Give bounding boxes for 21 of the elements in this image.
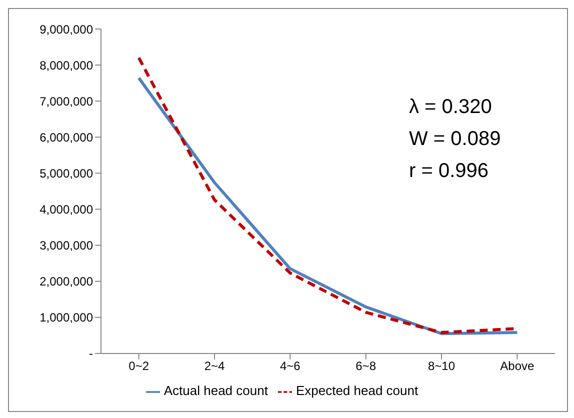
x-tick-label: 4~6 [280, 358, 301, 373]
x-tick-label: Above [500, 358, 535, 373]
y-tick-label: 3,000,000 [40, 238, 94, 253]
y-tick-label: 4,000,000 [40, 202, 94, 217]
annotation: W = 0.089 [409, 127, 501, 152]
y-tick-label: 7,000,000 [40, 94, 94, 108]
annotation: r = 0.996 [409, 159, 490, 184]
x-tick-label: 2~4 [204, 358, 225, 373]
y-tick-label: 2,000,000 [40, 274, 94, 289]
x-tick-label: 8~10 [428, 358, 456, 373]
y-tick-label: 1,000,000 [40, 310, 94, 325]
x-tick-label: 0~2 [128, 358, 150, 373]
annotation: λ = 0.320 [409, 95, 493, 120]
y-tick-label: 9,000,000 [40, 22, 94, 36]
y-tick-label: 8,000,000 [40, 58, 94, 72]
x-tick-label: 6~8 [356, 358, 376, 373]
y-tick-label: 5,000,000 [40, 166, 94, 180]
legend-label: Expected head count [296, 383, 418, 398]
legend-label: Actual head count [164, 383, 268, 398]
y-tick-label: - [89, 346, 93, 361]
y-tick-label: 6,000,000 [40, 130, 94, 144]
